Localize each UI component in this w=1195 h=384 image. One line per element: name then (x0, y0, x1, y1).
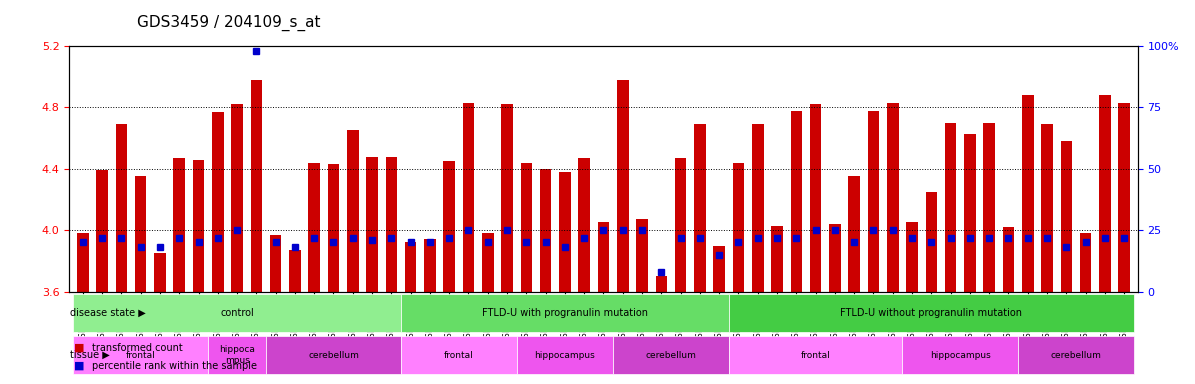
Bar (1060, 141, 1072, 291)
Bar (636, 219, 648, 291)
Bar (694, 124, 706, 291)
Bar (964, 134, 975, 291)
Bar (771, 225, 783, 291)
Bar (443, 161, 455, 291)
Text: tissue ▶: tissue ▶ (71, 350, 110, 360)
Text: FTLD-U without progranulin mutation: FTLD-U without progranulin mutation (840, 308, 1022, 318)
Bar (945, 123, 956, 291)
Bar (540, 169, 551, 291)
Bar (791, 111, 802, 291)
Bar (733, 163, 744, 291)
Bar (154, 253, 166, 291)
Bar (868, 111, 880, 291)
Text: control: control (220, 308, 255, 318)
FancyBboxPatch shape (1018, 336, 1134, 374)
Bar (251, 80, 262, 291)
Bar (424, 239, 436, 291)
Text: FTLD-U with progranulin mutation: FTLD-U with progranulin mutation (482, 308, 648, 318)
FancyBboxPatch shape (266, 336, 402, 374)
Bar (482, 233, 494, 291)
Bar (1022, 95, 1034, 291)
Text: cerebellum: cerebellum (1050, 351, 1102, 360)
Bar (501, 104, 513, 291)
Text: transformed count: transformed count (92, 343, 183, 353)
Text: hippoca
mpus: hippoca mpus (219, 346, 255, 365)
Bar (76, 233, 88, 291)
Bar (983, 123, 995, 291)
Text: disease state ▶: disease state ▶ (71, 308, 146, 318)
Text: frontal: frontal (801, 351, 831, 360)
Bar (559, 172, 571, 291)
Text: cerebellum: cerebellum (308, 351, 358, 360)
Text: hippocampus: hippocampus (930, 351, 991, 360)
Bar (810, 104, 821, 291)
Bar (598, 222, 609, 291)
Text: GDS3459 / 204109_s_at: GDS3459 / 204109_s_at (137, 15, 321, 31)
Bar (1119, 103, 1130, 291)
Bar (1080, 233, 1091, 291)
FancyBboxPatch shape (902, 336, 1018, 374)
FancyBboxPatch shape (729, 336, 902, 374)
FancyBboxPatch shape (73, 294, 402, 332)
Text: cerebellum: cerebellum (645, 351, 697, 360)
Bar (347, 131, 358, 291)
Bar (308, 163, 320, 291)
FancyBboxPatch shape (729, 294, 1134, 332)
Bar (675, 158, 686, 291)
Bar (713, 245, 725, 291)
Bar (405, 242, 416, 291)
FancyBboxPatch shape (402, 294, 729, 332)
Text: hippocampus: hippocampus (534, 351, 595, 360)
Bar (386, 157, 397, 291)
Bar (367, 157, 378, 291)
FancyBboxPatch shape (613, 336, 729, 374)
FancyBboxPatch shape (208, 336, 266, 374)
Bar (173, 158, 185, 291)
Text: ■: ■ (74, 361, 85, 371)
Text: ■: ■ (74, 343, 85, 353)
Text: percentile rank within the sample: percentile rank within the sample (92, 361, 257, 371)
Bar (906, 222, 918, 291)
Bar (212, 112, 223, 291)
Bar (1041, 124, 1053, 291)
Bar (1003, 227, 1015, 291)
Bar (925, 192, 937, 291)
Bar (97, 170, 108, 291)
Bar (327, 164, 339, 291)
Bar (752, 124, 764, 291)
Bar (462, 103, 474, 291)
Bar (192, 160, 204, 291)
Text: frontal: frontal (125, 351, 155, 360)
Bar (521, 163, 532, 291)
Bar (232, 104, 243, 291)
Text: frontal: frontal (445, 351, 473, 360)
FancyBboxPatch shape (516, 336, 613, 374)
Bar (578, 158, 590, 291)
Bar (289, 250, 301, 291)
Bar (270, 235, 282, 291)
Bar (617, 80, 629, 291)
Bar (116, 124, 127, 291)
FancyBboxPatch shape (73, 336, 208, 374)
FancyBboxPatch shape (402, 336, 516, 374)
Bar (1099, 95, 1110, 291)
Bar (135, 177, 147, 291)
Bar (848, 177, 860, 291)
Bar (656, 276, 667, 291)
Bar (829, 224, 840, 291)
Bar (887, 103, 899, 291)
